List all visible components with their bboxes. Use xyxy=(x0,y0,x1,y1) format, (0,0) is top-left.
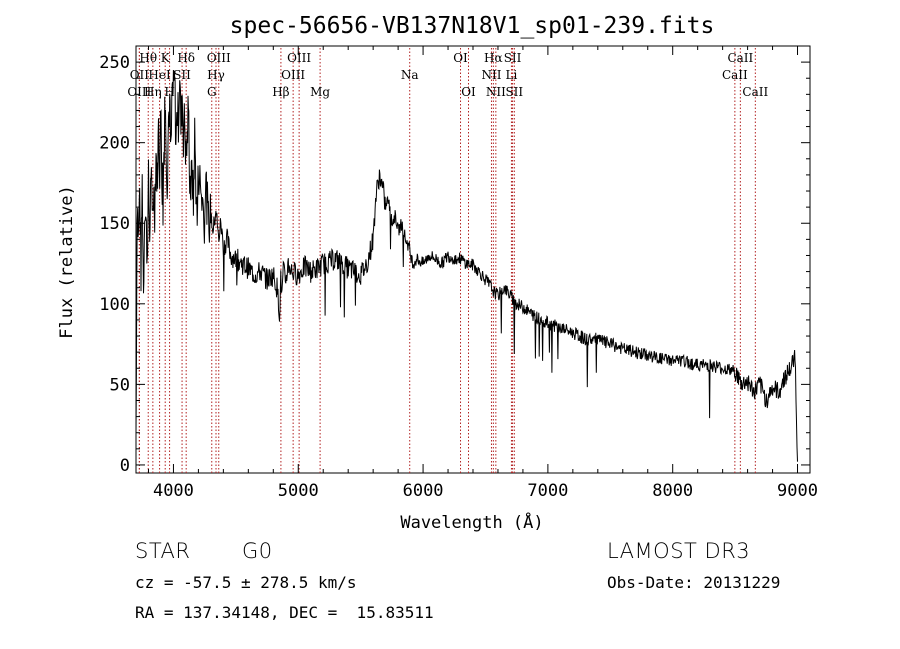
x-tick-label: 8000 xyxy=(652,481,693,501)
line-label: SII xyxy=(505,85,523,99)
x-tick-label: 6000 xyxy=(403,481,444,501)
line-label: OI xyxy=(453,51,468,65)
chart-title: spec-56656-VB137N18V1_sp01-239.fits xyxy=(230,13,715,39)
line-label: NII xyxy=(486,85,506,99)
survey-name: LAMOST DR3 xyxy=(607,539,751,563)
line-label: G xyxy=(207,85,217,99)
y-axis-label: Flux (relative) xyxy=(57,185,77,339)
redshift-readout: cz = -57.5 ± 278.5 km/s xyxy=(135,573,357,592)
y-tick-label: 0 xyxy=(120,456,130,476)
object-class: STAR xyxy=(135,539,191,563)
x-tick-label: 7000 xyxy=(527,481,568,501)
y-tick-label: 200 xyxy=(99,134,130,154)
x-tick-label: 9000 xyxy=(777,481,818,501)
line-label: OIII xyxy=(207,51,231,65)
line-label: Hη xyxy=(144,85,162,99)
line-label: Hγ xyxy=(207,68,225,82)
line-label: CaII xyxy=(722,68,748,82)
line-label: H xyxy=(164,85,174,99)
x-axis-label: Wavelength (Å) xyxy=(400,511,543,533)
line-label: OIII xyxy=(281,68,305,82)
line-label: NII xyxy=(481,68,501,82)
y-tick-label: 150 xyxy=(99,214,130,234)
line-label: CaII xyxy=(727,51,753,65)
line-label: SII xyxy=(173,68,191,82)
y-tick-label: 100 xyxy=(99,295,130,315)
obs-date: Obs-Date: 20131229 xyxy=(607,573,781,592)
line-label: SII xyxy=(504,51,522,65)
line-label: HeI xyxy=(148,68,171,82)
x-tick-label: 5000 xyxy=(278,481,319,501)
line-label: Na xyxy=(401,68,419,82)
line-label: OIII xyxy=(127,85,151,99)
y-tick-label: 50 xyxy=(110,375,130,395)
y-axis: 0 50 100 150 200 250 xyxy=(99,53,810,476)
line-label: Hβ xyxy=(272,85,289,99)
line-label: OI xyxy=(461,85,476,99)
line-label: Hα xyxy=(484,51,503,65)
x-tick-label: 4000 xyxy=(153,481,194,501)
line-label: OII xyxy=(130,68,150,82)
object-subclass: G0 xyxy=(242,539,273,563)
y-tick-label: 250 xyxy=(99,53,130,73)
spectrum-line xyxy=(135,69,798,462)
line-label: Hδ xyxy=(177,51,195,65)
line-label: Hθ xyxy=(139,51,157,65)
coordinates: RA = 137.34148, DEC = 15.83511 xyxy=(135,603,434,622)
line-label: OIII xyxy=(287,51,311,65)
x-axis: 4000 5000 6000 7000 8000 9000 xyxy=(147,46,818,501)
line-label: CaII xyxy=(742,85,768,99)
line-label: Li xyxy=(506,68,518,82)
line-label: K xyxy=(161,51,171,65)
line-label: Mg xyxy=(310,85,330,99)
